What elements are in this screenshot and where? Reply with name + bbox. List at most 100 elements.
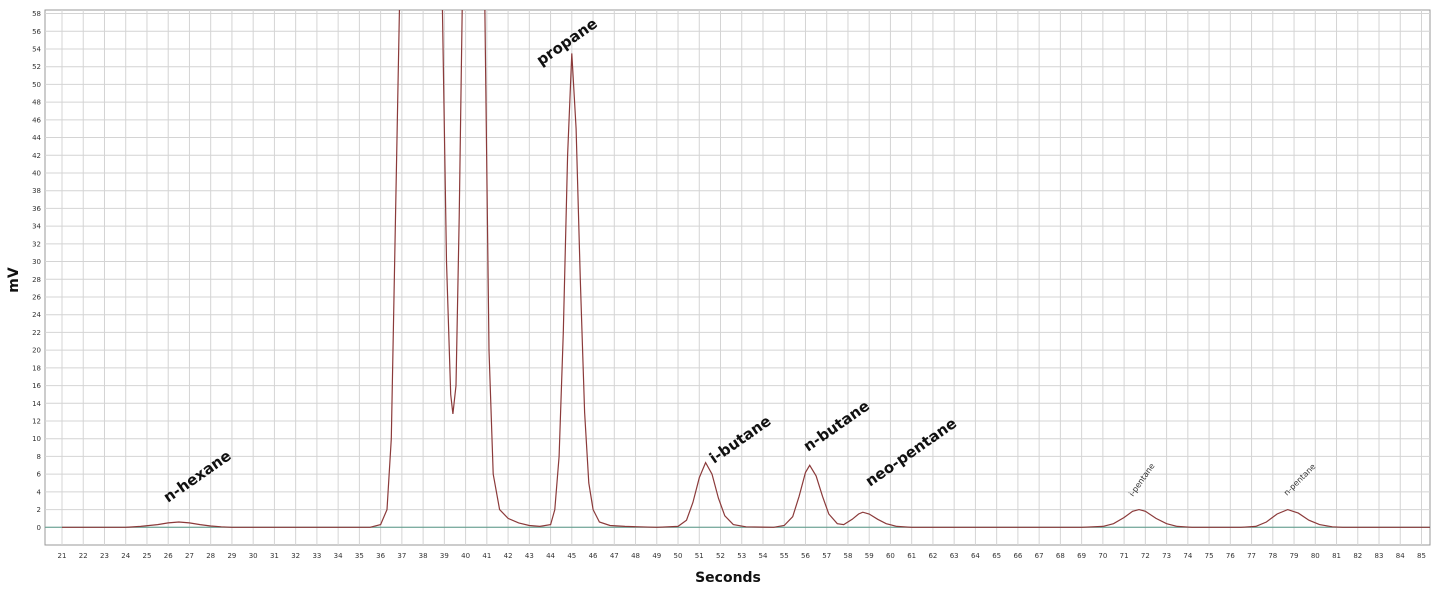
x-tick-label: 63 <box>950 552 959 560</box>
y-tick-label: 40 <box>32 169 41 177</box>
x-tick-label: 33 <box>312 552 321 560</box>
x-tick-label: 57 <box>822 552 831 560</box>
x-tick-label: 25 <box>143 552 152 560</box>
y-tick-label: 0 <box>37 524 41 532</box>
x-tick-label: 22 <box>79 552 88 560</box>
x-tick-label: 44 <box>546 552 555 560</box>
x-tick-label: 36 <box>376 552 385 560</box>
y-tick-label: 2 <box>37 506 41 514</box>
y-tick-label: 20 <box>32 347 41 355</box>
x-tick-label: 73 <box>1162 552 1171 560</box>
x-tick-label: 50 <box>674 552 683 560</box>
y-tick-label: 26 <box>32 293 41 301</box>
y-tick-label: 54 <box>32 45 41 53</box>
x-tick-label: 55 <box>780 552 789 560</box>
x-tick-label: 62 <box>928 552 937 560</box>
x-tick-label: 60 <box>886 552 895 560</box>
x-tick-label: 43 <box>525 552 534 560</box>
y-tick-label: 52 <box>32 63 41 71</box>
x-tick-label: 26 <box>164 552 173 560</box>
x-tick-label: 81 <box>1332 552 1341 560</box>
x-tick-label: 64 <box>971 552 980 560</box>
y-tick-label: 18 <box>32 364 41 372</box>
y-tick-label: 58 <box>32 10 41 18</box>
x-tick-label: 65 <box>992 552 1001 560</box>
trace <box>62 10 1430 528</box>
y-tick-label: 22 <box>32 329 41 337</box>
y-tick-label: 46 <box>32 116 41 124</box>
y-tick-label: 50 <box>32 81 41 89</box>
y-tick-label: 12 <box>32 417 41 425</box>
x-tick-label: 32 <box>291 552 300 560</box>
x-tick-label: 42 <box>504 552 513 560</box>
x-tick-label: 31 <box>270 552 279 560</box>
y-tick-label: 38 <box>32 187 41 195</box>
y-tick-label: 6 <box>37 471 42 479</box>
x-tick-label: 39 <box>440 552 449 560</box>
x-tick-label: 41 <box>482 552 491 560</box>
y-tick-label: 10 <box>32 435 41 443</box>
x-tick-label: 84 <box>1396 552 1405 560</box>
x-axis-label: Seconds <box>695 570 761 586</box>
y-axis-label: mV <box>6 267 22 293</box>
x-tick-label: 58 <box>843 552 852 560</box>
y-tick-label: 42 <box>32 152 41 160</box>
x-tick-label: 46 <box>589 552 598 560</box>
y-tick-label: 56 <box>32 28 41 36</box>
x-tick-label: 52 <box>716 552 725 560</box>
x-tick-label: 70 <box>1098 552 1107 560</box>
x-tick-label: 71 <box>1120 552 1129 560</box>
x-tick-label: 75 <box>1205 552 1214 560</box>
x-tick-label: 40 <box>461 552 470 560</box>
x-tick-label: 83 <box>1375 552 1384 560</box>
y-tick-label: 4 <box>37 488 42 496</box>
x-tick-label: 24 <box>121 552 130 560</box>
x-tick-label: 21 <box>58 552 67 560</box>
x-tick-label: 29 <box>227 552 236 560</box>
y-tick-label: 24 <box>32 311 41 319</box>
x-tick-label: 27 <box>185 552 194 560</box>
x-tick-label: 23 <box>100 552 109 560</box>
x-tick-label: 74 <box>1183 552 1192 560</box>
x-tick-label: 85 <box>1417 552 1426 560</box>
x-tick-label: 30 <box>249 552 258 560</box>
x-tick-label: 28 <box>206 552 215 560</box>
x-tick-label: 67 <box>1035 552 1044 560</box>
x-tick-label: 47 <box>610 552 619 560</box>
y-tick-label: 16 <box>32 382 41 390</box>
x-tick-label: 34 <box>334 552 343 560</box>
x-tick-label: 80 <box>1311 552 1320 560</box>
x-tick-label: 38 <box>419 552 428 560</box>
plot-area <box>44 9 1431 546</box>
x-tick-label: 54 <box>759 552 768 560</box>
x-tick-label: 35 <box>355 552 364 560</box>
x-tick-label: 48 <box>631 552 640 560</box>
x-tick-label: 56 <box>801 552 810 560</box>
x-tick-label: 78 <box>1268 552 1277 560</box>
x-tick-label: 69 <box>1077 552 1086 560</box>
y-tick-label: 30 <box>32 258 41 266</box>
x-tick-label: 53 <box>737 552 746 560</box>
x-tick-label: 82 <box>1353 552 1362 560</box>
x-tick-label: 49 <box>652 552 661 560</box>
x-tick-label: 45 <box>567 552 576 560</box>
y-tick-label: 48 <box>32 99 41 107</box>
y-tick-label: 44 <box>32 134 41 142</box>
x-tick-label: 37 <box>397 552 406 560</box>
y-tick-label: 32 <box>32 240 41 248</box>
x-tick-label: 77 <box>1247 552 1256 560</box>
y-tick-label: 14 <box>32 400 41 408</box>
y-tick-label: 36 <box>32 205 41 213</box>
x-tick-label: 59 <box>865 552 874 560</box>
x-tick-label: 68 <box>1056 552 1065 560</box>
y-tick-label: 28 <box>32 276 41 284</box>
y-tick-label: 8 <box>37 453 41 461</box>
x-tick-label: 66 <box>1013 552 1022 560</box>
x-tick-label: 76 <box>1226 552 1235 560</box>
x-tick-label: 61 <box>907 552 916 560</box>
x-tick-label: 72 <box>1141 552 1150 560</box>
y-tick-label: 34 <box>32 223 41 231</box>
x-tick-label: 79 <box>1290 552 1299 560</box>
x-tick-label: 51 <box>695 552 704 560</box>
